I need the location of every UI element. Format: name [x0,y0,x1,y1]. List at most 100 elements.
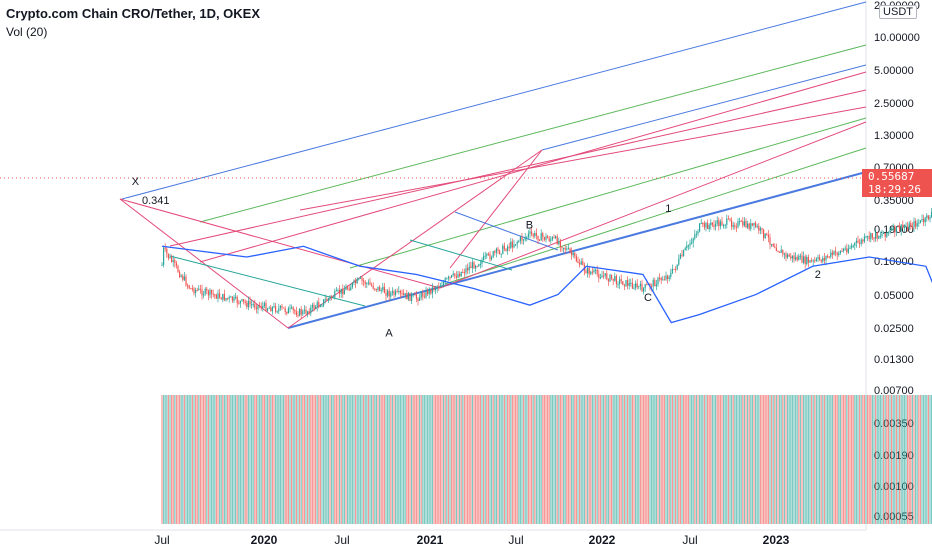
candle-body [619,279,621,284]
candle-body [646,284,648,286]
volume-bar [894,395,896,524]
volume-bar [543,395,545,524]
volume-bar [271,395,273,524]
volume-bar [804,395,806,524]
candle-body [775,247,777,252]
volume-bar [513,395,515,524]
candle-body [887,231,889,233]
volume-bar [443,395,445,524]
currency-badge[interactable]: USDT [879,5,917,19]
volume-bar [465,395,467,524]
volume-bar [238,395,240,524]
candle-body [523,239,525,241]
candle-body [777,251,779,253]
volume-bar [334,395,336,524]
volume-bar [478,395,480,524]
volume-indicator-label[interactable]: Vol (20) [6,25,48,39]
candle-body [571,252,573,256]
volume-bar [731,395,733,524]
volume-bar [755,395,757,524]
volume-bar [830,395,832,524]
volume-bar [774,395,776,524]
volume-bar [252,395,254,524]
volume-bar [911,395,913,524]
candle-body [654,280,656,287]
volume-bar [534,395,536,524]
candle-body [895,226,897,233]
volume-bar [499,395,501,524]
candle-body [598,273,600,279]
volume-bar [476,395,478,524]
volume-bar [879,395,881,524]
volume-bar [727,395,729,524]
candle-body [449,276,451,278]
candle-body [263,303,265,306]
candle-body [719,221,721,227]
candle-body [396,291,398,293]
pivot-label-1: 1 [665,203,671,215]
volume-bar [262,395,264,524]
volume-bar [812,395,814,524]
volume-bar [838,395,840,524]
volume-bar [190,395,192,524]
volume-bar [507,395,509,524]
candle-body [915,221,917,227]
volume-bar [247,395,249,524]
volume-bar [806,395,808,524]
volume-bar [569,395,571,524]
volume-bar [166,395,168,524]
volume-bar [417,395,419,524]
candle-body [411,295,413,301]
volume-bar [350,395,352,524]
candle-body [227,298,229,300]
candle-body [169,256,171,259]
volume-bar [198,395,200,524]
candle-body [387,290,389,296]
candle-body [859,242,861,244]
volume-bar [363,395,365,524]
volume-bar [809,395,811,524]
volume-bar [791,395,793,524]
volume-bar [871,395,873,524]
volume-bar [772,395,774,524]
volume-bar [519,395,521,524]
volume-bar [598,395,600,524]
volume-bar [343,395,345,524]
volume-bar [745,395,747,524]
volume-bar [615,395,617,524]
candle-body [401,293,403,295]
volume-bar [758,395,760,524]
candle-body [167,253,169,259]
candle-body [217,293,219,299]
candle-body [670,272,672,277]
candle-body [585,270,587,274]
candle-body [254,304,256,308]
volume-bar [172,395,174,524]
candle-body [748,223,750,230]
volume-bar [604,395,606,524]
volume-bar [843,395,845,524]
volume-bar [591,395,593,524]
candle-body [436,286,438,289]
volume-bar [283,395,285,524]
volume-bar [179,395,181,524]
candle-body [171,256,173,262]
volume-bar [535,395,537,524]
candle-body [556,236,558,245]
candle-body [828,256,830,258]
volume-bar [180,395,182,524]
candles-group [161,207,932,320]
candle-body [295,311,297,315]
teal-line [409,239,513,271]
volume-bar [483,395,485,524]
candle-body [715,224,717,227]
volume-bar [195,395,197,524]
candle-body [371,284,373,286]
candle-body [435,288,437,291]
candle-body [820,259,822,262]
volume-bar [327,395,329,524]
volume-bar [227,395,229,524]
candle-body [287,308,289,314]
candle-body [271,307,273,312]
